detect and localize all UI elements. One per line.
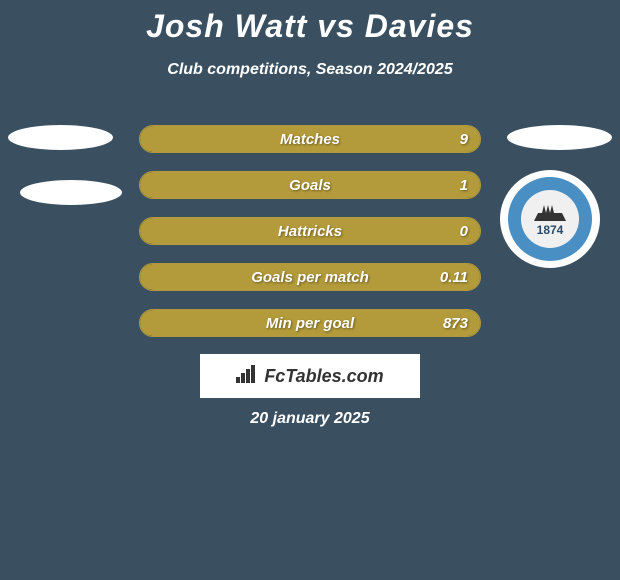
left-avatar-2 bbox=[20, 180, 122, 205]
right-avatar-1 bbox=[507, 125, 612, 150]
stat-row-goals: Goals 1 bbox=[139, 171, 481, 199]
brand-badge[interactable]: FcTables.com bbox=[200, 354, 420, 398]
ship-icon bbox=[530, 201, 570, 221]
stat-row-min-per-goal: Min per goal 873 bbox=[139, 309, 481, 337]
date-label: 20 january 2025 bbox=[0, 410, 620, 428]
stat-label: Min per goal bbox=[266, 315, 354, 332]
stat-value: 0.11 bbox=[440, 269, 468, 286]
club-badge-center: 1874 bbox=[521, 190, 579, 248]
stat-row-matches: Matches 9 bbox=[139, 125, 481, 153]
club-badge-ring: 1874 bbox=[508, 177, 592, 261]
stat-value: 9 bbox=[460, 131, 468, 148]
club-badge-year: 1874 bbox=[537, 223, 564, 237]
stats-container: Matches 9 Goals 1 Hattricks 0 Goals per … bbox=[139, 125, 481, 355]
subtitle: Club competitions, Season 2024/2025 bbox=[0, 61, 620, 79]
page-title: Josh Watt vs Davies bbox=[0, 0, 620, 45]
brand-label: FcTables.com bbox=[264, 366, 383, 387]
stat-label: Hattricks bbox=[278, 223, 342, 240]
stat-label: Matches bbox=[280, 131, 340, 148]
stat-row-hattricks: Hattricks 0 bbox=[139, 217, 481, 245]
stat-label: Goals per match bbox=[251, 269, 369, 286]
chart-icon bbox=[236, 365, 258, 388]
stat-value: 873 bbox=[443, 315, 468, 332]
club-badge: 1874 bbox=[500, 170, 600, 268]
stat-row-goals-per-match: Goals per match 0.11 bbox=[139, 263, 481, 291]
stat-value: 1 bbox=[460, 177, 468, 194]
left-avatar-1 bbox=[8, 125, 113, 150]
stat-label: Goals bbox=[289, 177, 331, 194]
stat-value: 0 bbox=[460, 223, 468, 240]
